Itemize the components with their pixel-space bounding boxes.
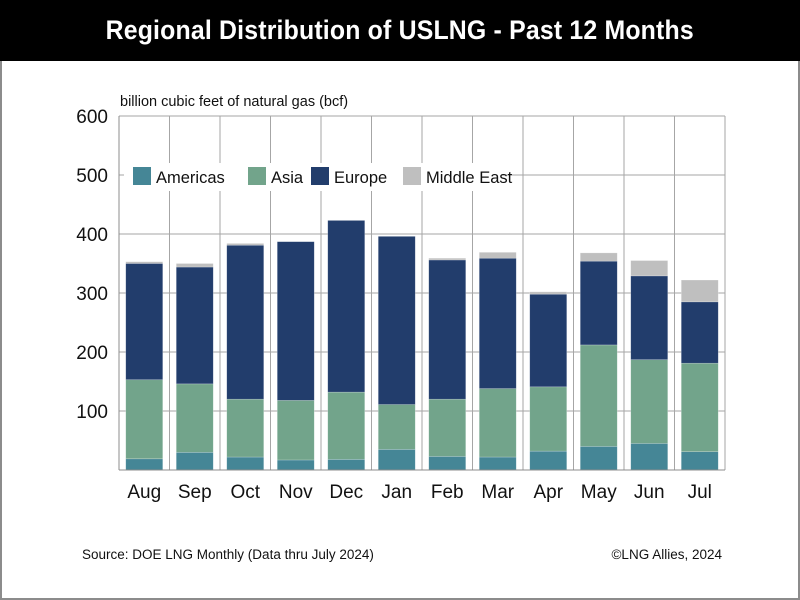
bar-segment-asia-oct xyxy=(226,398,265,458)
chart-title: Regional Distribution of USLNG - Past 12… xyxy=(105,15,695,45)
bar-segment-asia-apr xyxy=(529,386,568,452)
bar-segment-americas-jan xyxy=(377,449,416,471)
bar-segment-middle-east-feb xyxy=(428,257,467,261)
bar-segment-americas-dec xyxy=(327,459,366,471)
x-tick-label: Aug xyxy=(127,482,161,503)
bar-segment-americas-aug xyxy=(125,458,164,471)
bar-segment-middle-east-apr xyxy=(529,291,568,295)
legend-label-asia: Asia xyxy=(271,169,304,187)
bars xyxy=(125,220,719,471)
x-tick-label: Dec xyxy=(329,482,363,503)
bar-segment-middle-east-jul xyxy=(680,279,719,303)
x-tick-label: Feb xyxy=(431,482,464,503)
bar-segment-asia-jun xyxy=(630,359,669,444)
bar-segment-americas-jul xyxy=(680,451,719,471)
legend-label-europe: Europe xyxy=(334,169,387,187)
bar-segment-middle-east-may xyxy=(579,252,618,262)
gridlines xyxy=(118,115,726,470)
legend-swatch-asia xyxy=(248,167,266,185)
y-tick-label: 300 xyxy=(76,284,108,305)
legend-swatch-europe xyxy=(311,167,329,185)
legend-label-middle-east: Middle East xyxy=(426,169,513,187)
x-tick-label: Nov xyxy=(279,482,313,503)
legend-label-americas: Americas xyxy=(156,169,225,187)
bar-segment-europe-jun xyxy=(630,275,669,360)
x-tick-label: Jun xyxy=(634,482,665,503)
bar-segment-americas-may xyxy=(579,446,618,471)
bar-segment-europe-jan xyxy=(377,236,416,405)
bar-segment-europe-feb xyxy=(428,259,467,400)
bar-segment-asia-jan xyxy=(377,404,416,450)
y-tick-label: 200 xyxy=(76,343,108,364)
x-tick-label: Sep xyxy=(178,482,212,503)
bar-segment-europe-apr xyxy=(529,293,568,388)
title-bar: Regional Distribution of USLNG - Past 12… xyxy=(0,0,800,61)
bar-segment-americas-apr xyxy=(529,450,568,471)
bar-segment-middle-east-aug xyxy=(125,261,164,264)
bar-segment-europe-may xyxy=(579,260,618,346)
bar-segment-middle-east-jun xyxy=(630,260,669,277)
y-tick-label: 500 xyxy=(76,166,108,187)
bar-segment-americas-oct xyxy=(226,456,265,471)
bar-segment-asia-aug xyxy=(125,379,164,460)
bar-segment-americas-jun xyxy=(630,443,669,471)
source-note: Source: DOE LNG Monthly (Data thru July … xyxy=(82,547,374,562)
legend-swatch-americas xyxy=(133,167,151,185)
bar-segment-europe-sep xyxy=(175,266,214,385)
bar-segment-americas-sep xyxy=(175,451,214,471)
y-tick-label: 100 xyxy=(76,402,108,423)
bar-segment-europe-dec xyxy=(327,220,366,393)
bar-segment-americas-feb xyxy=(428,456,467,471)
bar-segment-middle-east-mar xyxy=(478,251,517,259)
bar-segment-asia-jul xyxy=(680,362,719,453)
bar-segment-asia-nov xyxy=(276,400,315,461)
bar-segment-americas-mar xyxy=(478,456,517,471)
legend: Americas Asia Europe Middle East xyxy=(124,163,513,191)
bar-segment-europe-nov xyxy=(276,241,315,401)
bar-segment-europe-aug xyxy=(125,263,164,381)
bar-segment-middle-east-sep xyxy=(175,263,214,268)
bar-segment-asia-sep xyxy=(175,383,214,453)
x-tick-label: Apr xyxy=(533,482,563,503)
legend-swatch-middle-east xyxy=(403,167,421,185)
y-axis-label: billion cubic feet of natural gas (bcf) xyxy=(120,94,348,110)
x-tick-label: Oct xyxy=(230,482,260,503)
bar-segment-europe-oct xyxy=(226,244,265,400)
x-tick-label: Jan xyxy=(381,482,412,503)
bar-segment-asia-feb xyxy=(428,398,467,457)
bar-segment-middle-east-oct xyxy=(226,243,265,246)
x-tick-label: May xyxy=(581,482,617,503)
bar-segment-asia-dec xyxy=(327,391,366,460)
bar-segment-americas-nov xyxy=(276,459,315,471)
bar-segment-europe-jul xyxy=(680,301,719,364)
axes: 100 200 300 400 500 600 Aug Sep Oct Nov Dec Jan Feb M… xyxy=(76,107,725,503)
bar-segment-asia-may xyxy=(579,344,618,447)
x-tick-label: Mar xyxy=(481,482,514,503)
bar-segment-europe-mar xyxy=(478,257,517,389)
y-tick-label: 400 xyxy=(76,225,108,246)
x-tick-label: Jul xyxy=(688,482,712,503)
bar-segment-asia-mar xyxy=(478,388,517,458)
copyright-note: ©LNG Allies, 2024 xyxy=(611,547,722,562)
y-tick-label: 600 xyxy=(76,107,108,128)
